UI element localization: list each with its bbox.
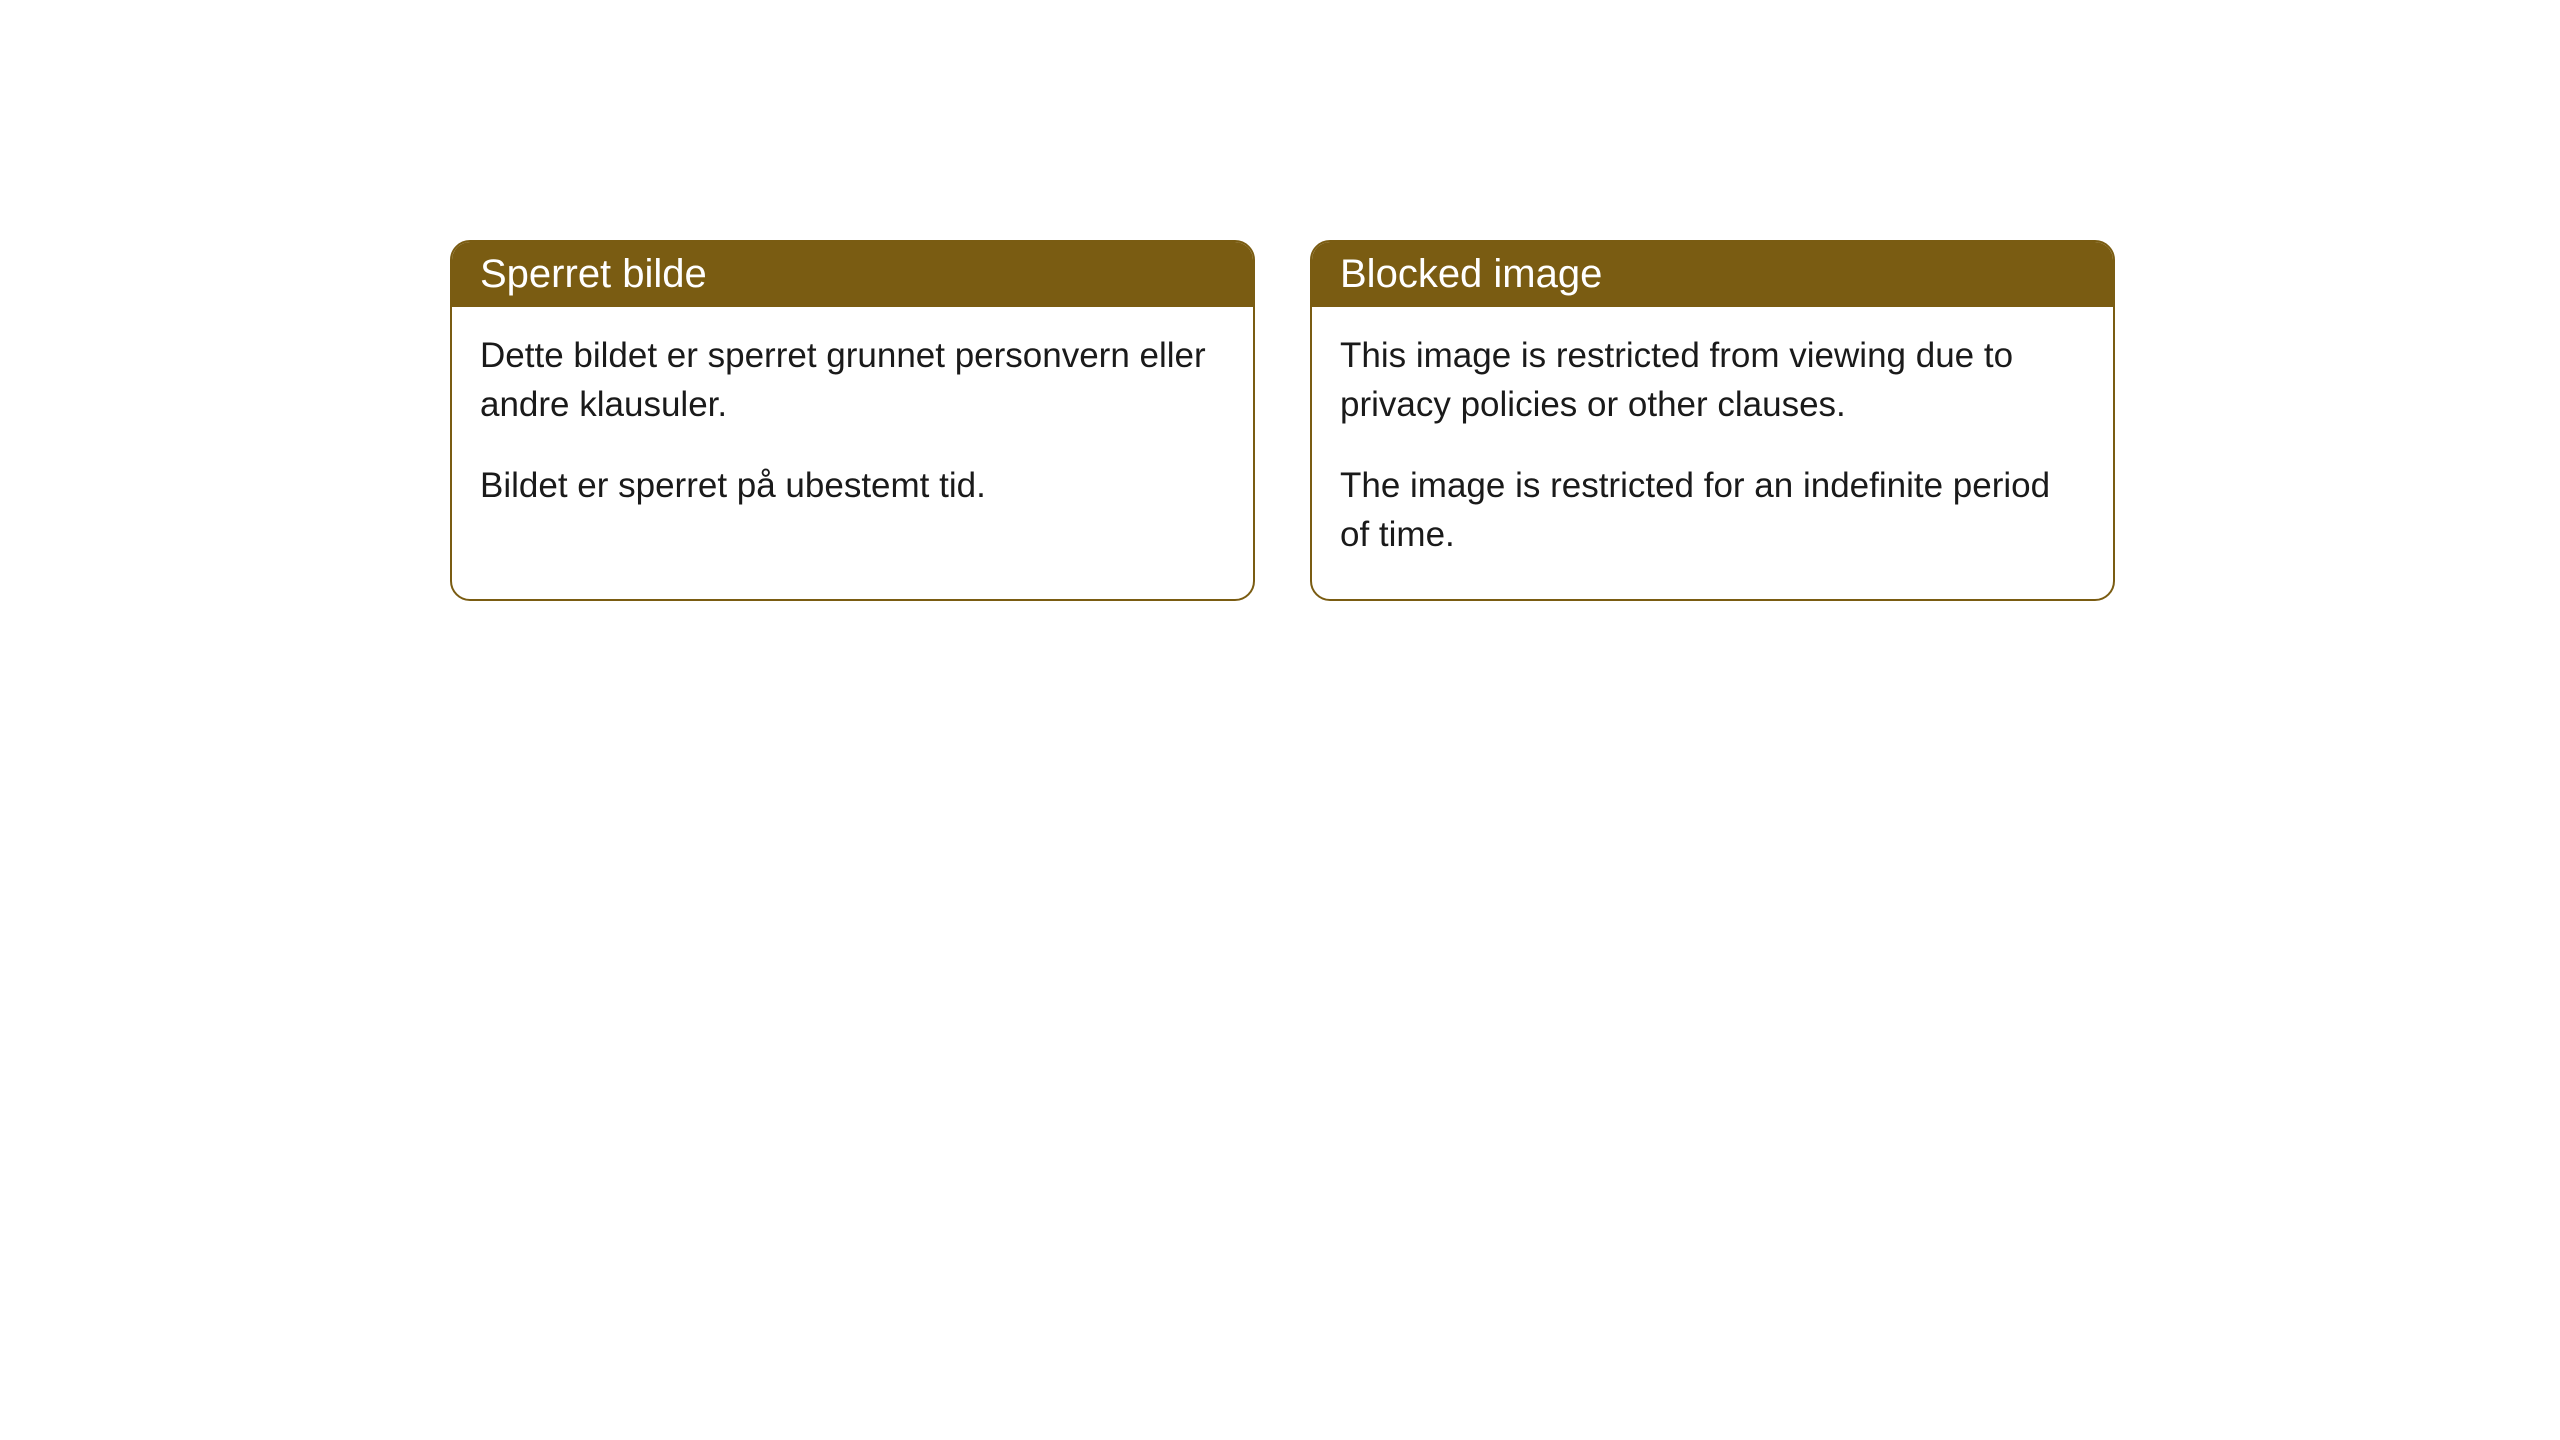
card-title: Blocked image xyxy=(1340,252,1602,296)
card-paragraph-1: Dette bildet er sperret grunnet personve… xyxy=(480,331,1225,429)
card-body: This image is restricted from viewing du… xyxy=(1312,307,2113,599)
card-header: Blocked image xyxy=(1312,242,2113,307)
card-header: Sperret bilde xyxy=(452,242,1253,307)
card-paragraph-2: Bildet er sperret på ubestemt tid. xyxy=(480,461,1225,510)
card-paragraph-1: This image is restricted from viewing du… xyxy=(1340,331,2085,429)
notice-cards-container: Sperret bilde Dette bildet er sperret gr… xyxy=(450,240,2115,601)
card-title: Sperret bilde xyxy=(480,252,707,296)
card-body: Dette bildet er sperret grunnet personve… xyxy=(452,307,1253,550)
card-paragraph-2: The image is restricted for an indefinit… xyxy=(1340,461,2085,559)
notice-card-norwegian: Sperret bilde Dette bildet er sperret gr… xyxy=(450,240,1255,601)
notice-card-english: Blocked image This image is restricted f… xyxy=(1310,240,2115,601)
